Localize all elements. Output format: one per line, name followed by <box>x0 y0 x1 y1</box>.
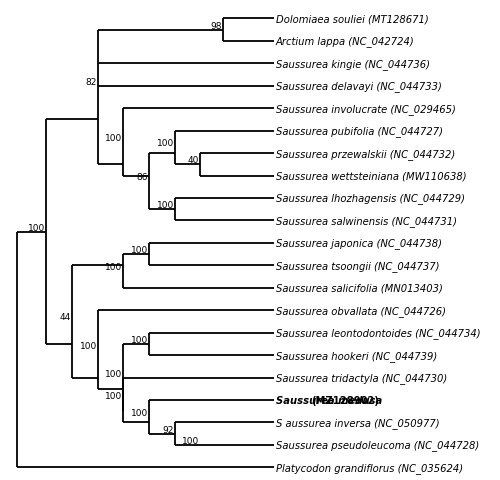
Text: Arctium lappa (NC_042724): Arctium lappa (NC_042724) <box>276 36 414 47</box>
Text: 40: 40 <box>188 156 200 165</box>
Text: 100: 100 <box>105 133 122 143</box>
Text: Saussurea medusa: Saussurea medusa <box>276 395 389 405</box>
Text: Saussurea japonica (NC_044738): Saussurea japonica (NC_044738) <box>276 238 442 249</box>
Text: 92: 92 <box>162 425 173 434</box>
Text: 100: 100 <box>131 335 148 344</box>
Text: Saussurea pseudoleucoma (NC_044728): Saussurea pseudoleucoma (NC_044728) <box>276 440 479 450</box>
Text: 100: 100 <box>80 341 96 350</box>
Text: Saussurea hookeri (NC_044739): Saussurea hookeri (NC_044739) <box>276 350 437 361</box>
Text: 82: 82 <box>86 78 96 86</box>
Text: Saussurea wettsteiniana (MW110638): Saussurea wettsteiniana (MW110638) <box>276 171 466 181</box>
Text: 100: 100 <box>131 246 148 254</box>
Text: Saussurea involucrate (NC_029465): Saussurea involucrate (NC_029465) <box>276 104 456 114</box>
Text: Saussurea lhozhagensis (NC_044729): Saussurea lhozhagensis (NC_044729) <box>276 193 465 204</box>
Text: 100: 100 <box>105 263 122 271</box>
Text: 100: 100 <box>156 201 174 210</box>
Text: 86: 86 <box>136 173 148 182</box>
Text: 100: 100 <box>182 436 200 445</box>
Text: 98: 98 <box>210 22 222 31</box>
Text: Saussurea tridactyla (NC_044730): Saussurea tridactyla (NC_044730) <box>276 372 447 383</box>
Text: Saussurea leontodontoides (NC_044734): Saussurea leontodontoides (NC_044734) <box>276 327 480 338</box>
Text: Saussurea salwinensis (NC_044731): Saussurea salwinensis (NC_044731) <box>276 216 457 227</box>
Text: (MZ128902): (MZ128902) <box>312 395 380 405</box>
Text: Saussurea salicifolia (MN013403): Saussurea salicifolia (MN013403) <box>276 283 442 293</box>
Text: S aussurea inversa (NC_050977): S aussurea inversa (NC_050977) <box>276 417 440 428</box>
Text: 100: 100 <box>28 223 46 232</box>
Text: Saussurea tsoongii (NC_044737): Saussurea tsoongii (NC_044737) <box>276 260 440 271</box>
Text: Saussurea pubifolia (NC_044727): Saussurea pubifolia (NC_044727) <box>276 126 443 137</box>
Text: Saussurea przewalskii (NC_044732): Saussurea przewalskii (NC_044732) <box>276 148 455 159</box>
Text: Platycodon grandiflorus (NC_035624): Platycodon grandiflorus (NC_035624) <box>276 462 463 473</box>
Text: 100: 100 <box>105 369 122 378</box>
Text: Saussurea delavayi (NC_044733): Saussurea delavayi (NC_044733) <box>276 81 442 92</box>
Text: 44: 44 <box>60 313 71 322</box>
Text: Saussurea obvallata (NC_044726): Saussurea obvallata (NC_044726) <box>276 305 446 316</box>
Text: Saussurea kingie (NC_044736): Saussurea kingie (NC_044736) <box>276 59 430 70</box>
Text: 100: 100 <box>105 391 122 400</box>
Text: Dolomiaea souliei (MT128671): Dolomiaea souliei (MT128671) <box>276 14 428 24</box>
Text: 100: 100 <box>131 408 148 417</box>
Text: 100: 100 <box>156 139 174 148</box>
